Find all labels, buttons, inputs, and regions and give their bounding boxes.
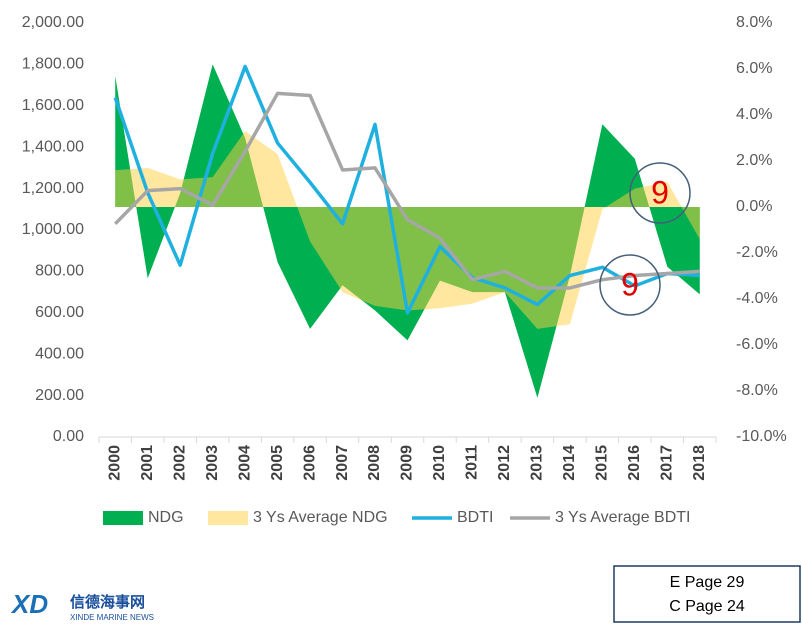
page-ref: E Page 29 [670, 574, 745, 591]
legend-label: NDG [148, 509, 184, 526]
y2-tick-label: 2.0% [736, 152, 772, 169]
x-tick-label: 2011 [464, 445, 481, 480]
annotation: 9 [651, 174, 669, 210]
x-tick-label: 2006 [301, 445, 318, 481]
legend-label: 3 Ys Average BDTI [555, 509, 690, 526]
x-tick-label: 2018 [691, 445, 708, 481]
legend-label: 3 Ys Average NDG [253, 509, 388, 526]
line [113, 64, 700, 315]
x-tick-label: 2001 [139, 445, 156, 481]
x-tick-label: 2000 [106, 445, 123, 481]
x-tick-label: 2015 [594, 445, 611, 481]
y-tick-label: 800.00 [35, 263, 84, 280]
line [113, 91, 700, 290]
page-box [613, 565, 801, 623]
y2-tick-label: -10.0% [736, 428, 787, 445]
logo-subtitle: XINDE MARINE NEWS [70, 613, 154, 622]
y-tick-label: 400.00 [35, 345, 84, 362]
y2-tick-label: -6.0% [736, 336, 778, 353]
x-tick-label: 2012 [496, 445, 513, 481]
legend-swatch [208, 511, 248, 525]
y2-tick-label: 6.0% [736, 60, 772, 77]
y-tick-label: 600.00 [35, 304, 84, 321]
x-tick-label: 2013 [529, 445, 546, 481]
y2-tick-label: -2.0% [736, 244, 778, 261]
annotation-circle [629, 162, 691, 224]
page-ref: C Page 24 [669, 598, 745, 615]
x-tick-label: 2007 [334, 445, 351, 481]
x-tick-label: 2002 [171, 445, 188, 481]
y-tick-label: 1,600.00 [22, 97, 84, 114]
y-tick-label: 1,400.00 [22, 138, 84, 155]
x-tick-label: 2008 [366, 445, 383, 481]
y-tick-label: 1,200.00 [22, 180, 84, 197]
x-tick-label: 2016 [626, 445, 643, 481]
annotation: 9 [621, 266, 639, 302]
y-tick-label: 1,800.00 [22, 56, 84, 73]
y2-tick-label: 0.0% [736, 198, 772, 215]
y-tick-label: 2,000.00 [22, 14, 84, 31]
y-tick-label: 0.00 [53, 428, 84, 445]
x-tick-label: 2004 [236, 445, 253, 481]
legend-label: BDTI [457, 509, 493, 526]
x-tick-label: 2014 [561, 445, 578, 481]
x-tick-label: 2009 [399, 445, 416, 481]
annotation-circle [599, 254, 661, 316]
y-tick-label: 200.00 [35, 387, 84, 404]
x-tick-label: 2005 [269, 445, 286, 481]
y2-tick-label: 8.0% [736, 14, 772, 31]
x-tick-label: 2010 [431, 445, 448, 481]
x-tick-label: 2017 [659, 445, 676, 481]
y2-tick-label: -8.0% [736, 382, 778, 399]
y-tick-label: 1,000.00 [22, 221, 84, 238]
y2-tick-label: 4.0% [736, 106, 772, 123]
legend-swatch [103, 511, 143, 525]
logo-name: 信德海事网 [70, 593, 145, 611]
area [115, 131, 700, 329]
x-tick-label: 2003 [204, 445, 221, 481]
logo-mark: XD [10, 589, 48, 619]
y2-tick-label: -4.0% [736, 290, 778, 307]
